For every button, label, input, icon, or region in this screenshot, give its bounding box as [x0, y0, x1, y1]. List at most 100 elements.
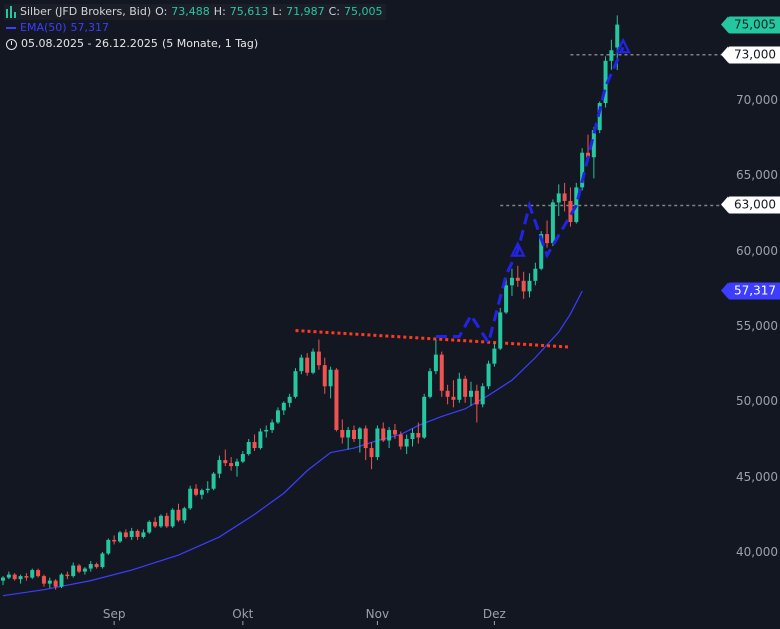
candle: [182, 506, 187, 524]
candle: [223, 449, 228, 467]
candle-body: [235, 461, 239, 467]
candle-body: [521, 280, 526, 292]
candle-body: [53, 580, 58, 587]
candle-body: [36, 570, 41, 577]
y-tick-label: 60,000: [736, 243, 778, 258]
legend-open: 73,488: [171, 5, 210, 18]
candle-body: [65, 574, 70, 577]
candle: [53, 579, 58, 590]
candle: [603, 56, 608, 108]
candle-body: [615, 24, 620, 48]
candle-body: [363, 428, 368, 449]
candle-body: [240, 454, 245, 462]
candle-body: [229, 463, 234, 467]
candle-body: [550, 202, 555, 244]
legend-ema-label: EMA(50): [20, 21, 67, 34]
candle-body: [545, 234, 550, 244]
candle-body: [410, 432, 415, 439]
candle-body: [223, 460, 228, 464]
candle-body: [492, 348, 497, 364]
candle-body: [463, 378, 468, 397]
candle: [504, 277, 509, 314]
candle-body: [158, 515, 163, 527]
candle-body: [199, 490, 204, 495]
candle: [59, 573, 64, 589]
candle: [106, 538, 111, 556]
candle-body: [275, 410, 280, 423]
legend-low: 71,987: [286, 5, 325, 18]
candle-body: [311, 351, 316, 373]
candle: [398, 431, 403, 450]
candle-body: [539, 234, 544, 269]
candle-body: [71, 565, 76, 577]
legend-ema-row[interactable]: EMA(50) 57,317: [4, 20, 386, 36]
candle-body: [170, 509, 175, 527]
candle: [509, 268, 514, 296]
candle-body: [188, 488, 193, 509]
candle: [164, 512, 169, 528]
candle: [71, 562, 76, 578]
y-tick-label: 70,000: [736, 93, 778, 107]
candle-body: [6, 574, 11, 578]
candle: [469, 381, 473, 406]
candle: [246, 439, 251, 456]
candle: [381, 422, 386, 443]
candle-body: [451, 396, 456, 400]
projection-path: [435, 46, 625, 347]
candle-body: [404, 439, 409, 447]
candle: [322, 357, 327, 394]
candle-body: [357, 428, 362, 439]
candle-body: [123, 532, 128, 537]
candle-body: [194, 488, 199, 495]
x-tick-label: Dez: [482, 607, 506, 621]
candle-body: [316, 351, 321, 366]
candle-body: [480, 386, 485, 405]
legend-period: (5 Monate, 1 Tag): [161, 37, 259, 50]
candle-body: [609, 50, 614, 61]
candle: [316, 339, 321, 370]
candles-layer: [1, 15, 620, 590]
legend-range: 05.08.2025 - 26.12.2025: [21, 37, 158, 50]
candle-body: [141, 532, 146, 537]
ema-layer: [2, 290, 583, 597]
candle: [41, 574, 46, 587]
candle-body: [281, 402, 286, 411]
candle: [439, 351, 444, 397]
legend-low-label: L:: [272, 5, 283, 18]
candle-body: [533, 268, 538, 281]
candle: [556, 184, 561, 217]
candle: [229, 457, 234, 471]
candle: [252, 434, 257, 452]
candle: [18, 574, 23, 584]
candle-body: [457, 378, 462, 400]
candle: [474, 384, 479, 423]
candle-body: [340, 429, 345, 438]
candle: [281, 401, 286, 415]
legend-symbol-row[interactable]: Silber (JFD Brokers, Bid) O: 73,488 H: 7…: [4, 4, 386, 20]
candle: [275, 407, 280, 424]
candle-body: [77, 565, 82, 572]
y-tick-label: 65,000: [736, 168, 778, 183]
candle-body: [580, 152, 585, 188]
candle-body: [164, 515, 169, 527]
candle: [486, 360, 491, 390]
candle: [521, 271, 526, 299]
legend-open-label: O:: [155, 5, 168, 18]
candle: [492, 342, 497, 367]
candle-body: [603, 60, 608, 104]
candle: [258, 428, 263, 450]
candle: [352, 425, 356, 443]
candle-body: [287, 396, 292, 403]
candle-body: [346, 429, 351, 438]
projection-arrowhead: [615, 37, 631, 54]
candle-body: [24, 576, 29, 578]
candle-body: [30, 570, 35, 578]
legend-range-row[interactable]: 05.08.2025 - 26.12.2025 (5 Monate, 1 Tag…: [4, 36, 386, 52]
candle-body: [428, 371, 433, 397]
candle-body: [112, 539, 117, 542]
candle-body: [527, 280, 532, 292]
tick-marks-layer: [113, 621, 495, 625]
candle-body: [211, 473, 216, 489]
